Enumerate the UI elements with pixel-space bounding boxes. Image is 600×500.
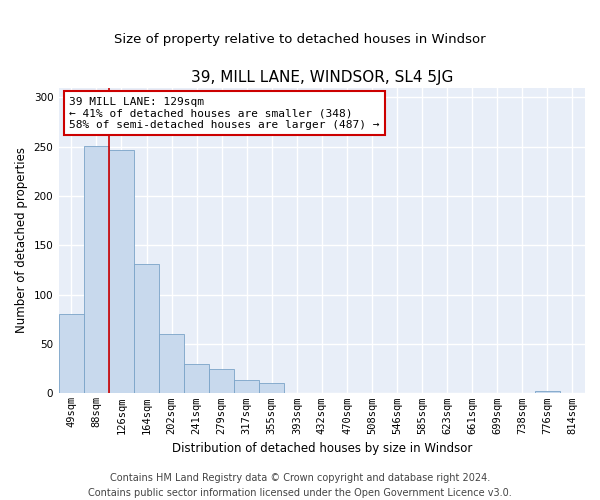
Bar	[234, 380, 259, 394]
X-axis label: Distribution of detached houses by size in Windsor: Distribution of detached houses by size …	[172, 442, 472, 455]
Bar	[535, 392, 560, 394]
Bar	[134, 264, 159, 394]
Bar	[84, 146, 109, 394]
Bar	[109, 150, 134, 394]
Text: Contains HM Land Registry data © Crown copyright and database right 2024.
Contai: Contains HM Land Registry data © Crown c…	[88, 472, 512, 498]
Bar	[259, 382, 284, 394]
Bar	[184, 364, 209, 394]
Bar	[159, 334, 184, 394]
Bar	[209, 368, 234, 394]
Title: 39, MILL LANE, WINDSOR, SL4 5JG: 39, MILL LANE, WINDSOR, SL4 5JG	[191, 70, 453, 85]
Bar	[59, 314, 84, 394]
Y-axis label: Number of detached properties: Number of detached properties	[15, 148, 28, 334]
Text: 39 MILL LANE: 129sqm
← 41% of detached houses are smaller (348)
58% of semi-deta: 39 MILL LANE: 129sqm ← 41% of detached h…	[70, 96, 380, 130]
Text: Size of property relative to detached houses in Windsor: Size of property relative to detached ho…	[114, 32, 486, 46]
